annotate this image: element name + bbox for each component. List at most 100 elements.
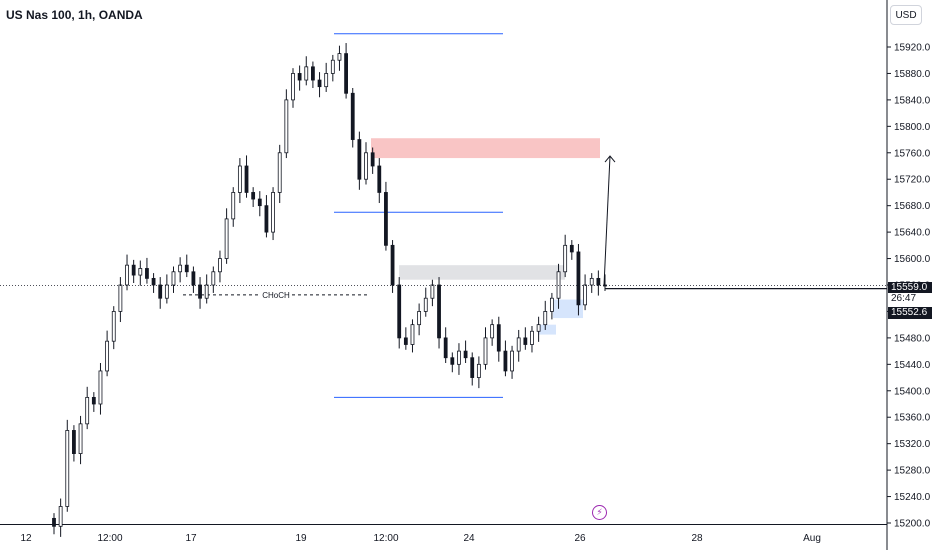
candle-body xyxy=(105,340,110,372)
y-tick-label: 15320.0 xyxy=(894,439,931,450)
y-tick-label: 15440.0 xyxy=(894,360,931,371)
candle-body xyxy=(430,284,435,299)
candle-body xyxy=(277,152,282,193)
candle-body xyxy=(390,244,395,286)
candle-body xyxy=(237,165,242,193)
candle-body xyxy=(72,430,76,454)
choch-label: CHoCH xyxy=(262,291,290,300)
candle-body xyxy=(476,363,481,378)
candle-body xyxy=(330,59,335,74)
projection-arrow-head xyxy=(604,155,616,163)
candle-body xyxy=(503,350,508,372)
candle-body xyxy=(284,99,289,154)
candle-body xyxy=(251,192,256,200)
candle-body xyxy=(311,66,315,81)
candle-body xyxy=(364,152,368,180)
candle-body xyxy=(224,218,229,259)
candle-body xyxy=(583,284,587,306)
candle-body xyxy=(470,357,475,378)
y-tick-label: 15680.0 xyxy=(894,201,931,212)
demand-zone xyxy=(538,324,556,335)
demand-zone xyxy=(553,299,583,319)
candle-body xyxy=(463,350,468,359)
supply-zone xyxy=(371,138,600,159)
candle-body xyxy=(337,53,342,61)
lightning-icon[interactable]: ⚡ xyxy=(592,505,607,520)
candle-body xyxy=(297,73,302,81)
candle-body xyxy=(257,198,262,207)
candle-body xyxy=(450,357,455,365)
candle-body xyxy=(516,337,521,352)
candle-body xyxy=(198,284,202,299)
candle-body xyxy=(118,284,123,312)
y-tick-label: 15640.0 xyxy=(894,228,931,239)
candle-body xyxy=(536,324,541,332)
candle-body xyxy=(549,297,554,312)
y-tick-label: 15280.0 xyxy=(894,466,931,477)
y-tick-label: 15480.0 xyxy=(894,333,931,344)
x-tick-label: 28 xyxy=(691,533,703,544)
y-tick-label: 15200.0 xyxy=(894,519,931,530)
candle-body xyxy=(264,205,269,233)
candle-body xyxy=(596,277,601,286)
candle-body xyxy=(58,506,63,527)
y-tick-label: 15840.0 xyxy=(894,95,931,106)
candle-body xyxy=(91,396,96,405)
candle-body xyxy=(397,284,402,339)
candle-body xyxy=(589,277,594,286)
countdown-label: 26:47 xyxy=(888,293,932,304)
candle-body xyxy=(131,264,136,276)
candle-body xyxy=(304,66,309,81)
chart-title: US Nas 100, 1h, OANDA xyxy=(6,8,143,22)
y-tick-label: 15800.0 xyxy=(894,122,931,133)
candle-body xyxy=(556,271,561,299)
candle-body xyxy=(510,350,514,372)
y-tick-label: 15760.0 xyxy=(894,148,931,159)
candle-body xyxy=(291,73,295,101)
currency-button[interactable]: USD xyxy=(890,5,922,25)
y-tick-label: 15400.0 xyxy=(894,386,931,397)
y-tick-label: 15720.0 xyxy=(894,175,931,186)
y-tick-label: 15880.0 xyxy=(894,69,931,80)
candle-body xyxy=(164,284,169,299)
y-tick-label: 15920.0 xyxy=(894,43,931,54)
candle-body xyxy=(483,337,488,365)
candle-body xyxy=(569,244,574,253)
candle-body xyxy=(244,165,249,193)
candle-body xyxy=(384,192,388,246)
candle-body xyxy=(111,311,116,342)
candle-body xyxy=(151,277,156,286)
candle-body xyxy=(138,268,143,276)
neutral-zone xyxy=(399,265,565,280)
y-tick-label: 15360.0 xyxy=(894,413,931,424)
candle-body xyxy=(317,79,322,88)
candle-body xyxy=(184,264,189,273)
candle-body xyxy=(350,92,355,140)
candle-body xyxy=(417,311,422,326)
x-tick-label: 24 xyxy=(463,533,475,544)
candle-body xyxy=(563,244,568,273)
candle-body xyxy=(52,517,56,527)
candle-body xyxy=(231,192,236,220)
candle-body xyxy=(523,337,528,345)
x-tick-label: 12:00 xyxy=(373,533,398,544)
candle-body xyxy=(443,337,448,359)
candle-body xyxy=(530,330,534,345)
candle-body xyxy=(145,268,149,279)
candle-body xyxy=(218,258,222,273)
candle-body xyxy=(171,271,176,286)
candle-body xyxy=(98,370,103,405)
x-tick-label: 26 xyxy=(574,533,586,544)
candle-body xyxy=(423,297,428,312)
candle-body xyxy=(496,324,501,352)
x-tick-label: 12:00 xyxy=(97,533,122,544)
candle-body xyxy=(403,337,408,345)
candle-body xyxy=(357,139,362,180)
candle-body xyxy=(437,284,441,339)
x-tick-label: 17 xyxy=(185,533,197,544)
candle-body xyxy=(576,251,581,306)
candle-body xyxy=(324,73,329,88)
y-tick-label: 15240.0 xyxy=(894,492,931,503)
candle-body xyxy=(457,350,461,365)
